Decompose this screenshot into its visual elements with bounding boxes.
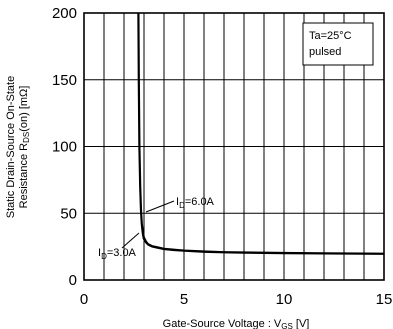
series-label-3a-prefix: I [98,247,101,259]
x-tick-label: 15 [376,291,393,308]
conditions-box: Ta=25°C pulsed [302,22,374,66]
y-axis-label-line2: Resistance RDS(on) [mΩ] [18,86,31,209]
x-axis-label-prefix: Gate-Source Voltage : V [163,318,282,329]
y-axis-label-line2-sub: DS [22,132,31,143]
x-axis-label-sub: GS [281,322,293,329]
condition-temperature: Ta=25°C [309,30,352,42]
x-tick-label: 5 [180,291,188,308]
y-axis-label-line2-suffix: (on) [mΩ] [18,86,30,132]
y-tick-label: 150 [52,72,77,89]
x-tick-label: 10 [276,291,293,308]
y-tick-label: 100 [52,139,77,156]
series-line-1 [137,12,385,255]
series-label-6a-sub: D [179,201,185,210]
y-tick-label: 200 [52,5,77,22]
y-axis-label: Static Drain-Source On-State Resistance … [5,76,31,218]
series-label-3a-suffix: =3.0A [107,247,137,259]
y-axis-label-line2-prefix: Resistance R [18,143,30,208]
svg-text:ID=3.0A: ID=3.0A [98,247,137,261]
x-tick-label: 0 [80,291,88,308]
series-label-6a-prefix: I [176,196,179,208]
annotation-id-3a: ID=3.0A [98,232,140,261]
y-tick-label: 0 [69,272,77,289]
y-axis-label-line1: Static Drain-Source On-State [5,76,17,218]
annotation-id-6a: ID=6.0A [145,196,215,213]
curves [137,12,385,255]
svg-text:ID=6.0A: ID=6.0A [176,196,215,210]
x-axis-label: Gate-Source Voltage : VGS [V] [163,318,310,329]
condition-pulsed: pulsed [309,46,341,58]
x-axis-label-suffix: [V] [293,318,310,329]
y-tick-label: 50 [60,205,77,222]
series-label-3a-sub: D [101,252,107,261]
plot-frame [83,12,385,281]
series-label-6a-suffix: =6.0A [185,196,215,208]
